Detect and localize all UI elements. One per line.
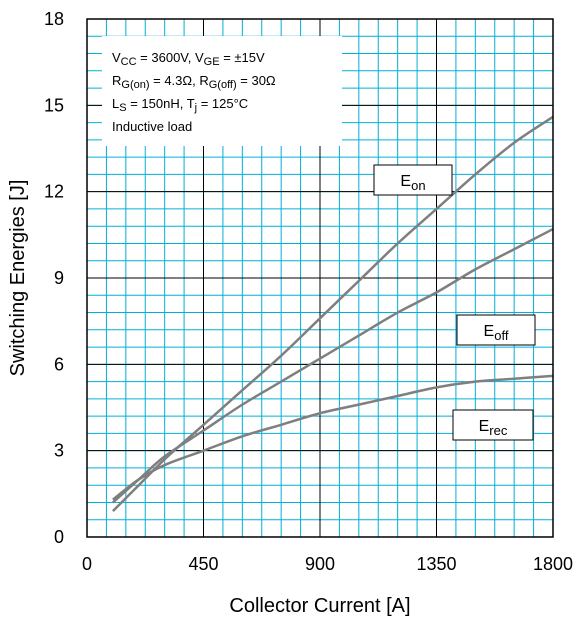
x-tick-label: 0: [82, 554, 92, 574]
conditions-box-background: [102, 36, 342, 146]
condition-text: Inductive load: [112, 119, 192, 134]
y-tick-label: 15: [44, 95, 64, 115]
condition-text: = 30Ω: [237, 73, 276, 88]
condition-text: = 150nH, T: [127, 96, 195, 111]
condition-text: = 3600V, V: [137, 50, 204, 65]
y-tick-label: 12: [44, 182, 64, 202]
series-label-main: E: [484, 323, 495, 340]
series-label-main: E: [479, 418, 490, 435]
y-axis-ticks: 0 3 6 9 12 15 18: [44, 9, 64, 547]
condition-line: RG(on) = 4.3Ω, RG(off) = 30Ω: [112, 73, 276, 91]
y-tick-label: 9: [54, 268, 64, 288]
series-line-off: [112, 227, 554, 504]
y-tick-label: 3: [54, 441, 64, 461]
y-tick-label: 18: [44, 9, 64, 29]
condition-line: VCC = 3600V, VGE = ±15V: [112, 50, 265, 68]
condition-line: Inductive load: [112, 119, 192, 134]
series-label-main: E: [400, 173, 411, 190]
y-tick-label: 6: [54, 354, 64, 374]
condition-subscript: S: [119, 102, 126, 114]
condition-text: = 125°C: [197, 96, 248, 111]
condition-text: L: [112, 96, 119, 111]
series-label-off: Eoff: [484, 323, 509, 343]
x-tick-label: 450: [188, 554, 218, 574]
condition-text: V: [112, 50, 121, 65]
x-tick-label: 1800: [533, 554, 573, 574]
condition-text: = ±15V: [220, 50, 265, 65]
series-lines: [112, 115, 554, 512]
y-tick-label: 0: [54, 527, 64, 547]
series-line-on: [112, 115, 554, 512]
x-tick-label: 1350: [416, 554, 456, 574]
plot-frame: [86, 18, 554, 538]
series-label-box-on: [373, 164, 453, 196]
condition-subscript: G(on): [121, 79, 149, 91]
x-axis-label: Collector Current [A]: [229, 595, 410, 617]
series-label-subscript: rec: [489, 423, 508, 438]
series-label-box-rec: [452, 409, 534, 441]
series-label-box-off: [456, 314, 536, 346]
series-label-on: Eon: [400, 173, 425, 193]
condition-subscript: G(off): [209, 79, 237, 91]
x-axis-ticks: 0 450 900 1350 1800: [82, 554, 573, 574]
condition-text: = 4.3Ω, R: [150, 73, 209, 88]
x-tick-label: 900: [305, 554, 335, 574]
series-label-subscript: on: [411, 178, 425, 193]
y-axis-label: Switching Energies [J]: [7, 180, 29, 377]
condition-line: LS = 150nH, Tj = 125°C: [112, 96, 248, 114]
series-label-rec: Erec: [479, 418, 508, 438]
condition-text: R: [112, 73, 121, 88]
series-label-subscript: off: [494, 328, 509, 343]
series-line-rec: [112, 374, 554, 501]
condition-subscript: GE: [204, 56, 220, 68]
condition-subscript: j: [194, 102, 197, 114]
condition-subscript: CC: [121, 56, 137, 68]
